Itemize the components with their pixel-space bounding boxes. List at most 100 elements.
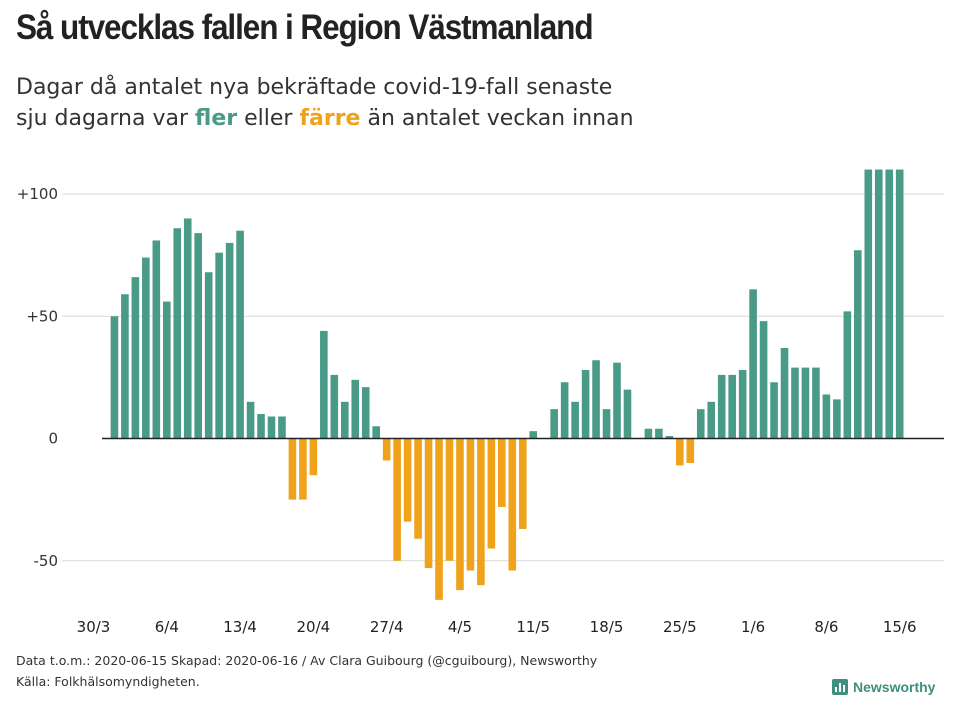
bar	[424, 438, 433, 569]
bar	[456, 438, 464, 591]
x-tick-label: 27/4	[370, 618, 404, 636]
subtitle-line-1: Dagar då antalet nya bekräftade covid-19…	[16, 75, 613, 100]
subtitle-farre: färre	[299, 106, 361, 131]
bar	[885, 169, 894, 439]
bar	[749, 289, 757, 439]
bar	[361, 387, 370, 439]
x-tick-label: 20/4	[297, 618, 331, 636]
bar	[854, 250, 862, 439]
bar	[330, 374, 339, 439]
subtitle-fler: fler	[195, 106, 238, 131]
bar	[288, 438, 297, 500]
bar	[613, 362, 621, 439]
bar	[738, 370, 747, 439]
bar	[822, 394, 831, 439]
y-tick-label: 0	[48, 430, 58, 448]
bar	[414, 438, 422, 539]
bar	[121, 294, 129, 439]
bar	[560, 382, 569, 439]
bar	[686, 438, 695, 463]
bar	[204, 272, 213, 439]
x-tick-labels: 30/3 6/4 13/4 20/4 27/4 4/5 11/5 18/5 25/5 1/6 8/6…	[77, 618, 917, 636]
bar	[215, 252, 223, 439]
bar	[225, 242, 234, 439]
bar	[487, 438, 496, 549]
bar	[550, 409, 558, 439]
bar	[644, 428, 653, 439]
bar	[278, 416, 286, 439]
bar	[759, 321, 768, 439]
bar	[707, 401, 716, 439]
bar	[393, 438, 401, 561]
y-tick-label: +50	[26, 307, 58, 325]
bar	[131, 277, 140, 439]
y-tick-label: -50	[34, 552, 59, 570]
footer-credits: Data t.o.m.: 2020-06-15 Skapad: 2020-06-…	[16, 653, 598, 668]
footer-source: Källa: Folkhälsomyndigheten.	[16, 674, 200, 689]
bar	[780, 348, 789, 439]
bar	[581, 370, 590, 439]
bar	[655, 428, 663, 439]
bar	[874, 169, 883, 439]
chart-subtitle: Dagar då antalet nya bekräftade covid-19…	[16, 72, 634, 134]
bar	[246, 401, 255, 439]
bar	[592, 360, 600, 439]
x-tick-label: 1/6	[741, 618, 765, 636]
bar	[895, 169, 904, 439]
bar	[676, 438, 684, 466]
bar	[833, 399, 841, 439]
x-tick-label: 6/4	[155, 618, 179, 636]
bar	[665, 436, 674, 439]
x-tick-label: 30/3	[77, 618, 111, 636]
bar	[812, 367, 820, 439]
bar	[340, 401, 349, 439]
bar	[194, 233, 202, 439]
bar	[162, 301, 171, 439]
x-tick-label: 15/6	[883, 618, 917, 636]
bar	[299, 438, 307, 500]
y-tick-label: +100	[17, 185, 58, 203]
bars	[110, 169, 904, 600]
bar	[623, 389, 632, 439]
bar	[183, 218, 192, 439]
bar	[529, 431, 538, 439]
bar	[717, 374, 726, 439]
bar	[320, 330, 328, 439]
y-tick-labels: +100 +50 0 -50	[17, 185, 58, 570]
bar	[267, 416, 276, 439]
bar	[152, 240, 161, 439]
chart-title: Så utvecklas fallen i Region Västmanland	[16, 8, 594, 47]
bar	[445, 438, 454, 561]
subtitle-line-2: sju dagarna var fler eller färre än anta…	[16, 103, 634, 134]
logo-text: Newsworthy	[853, 679, 936, 695]
bar	[372, 426, 380, 439]
x-tick-label: 25/5	[663, 618, 697, 636]
x-tick-label: 13/4	[223, 618, 257, 636]
bar	[403, 438, 412, 522]
newsworthy-logo: Newsworthy	[832, 679, 935, 695]
bar	[477, 438, 485, 586]
bar	[498, 438, 506, 507]
bar	[257, 414, 265, 439]
bar	[843, 311, 852, 439]
bar-chart-icon	[832, 679, 848, 695]
bar	[309, 438, 318, 476]
bar	[351, 379, 360, 439]
bar	[110, 316, 119, 439]
bar	[508, 438, 517, 571]
bar	[382, 438, 391, 461]
bar	[435, 438, 443, 600]
bar	[801, 367, 810, 439]
bar	[466, 438, 475, 571]
bar	[770, 382, 778, 439]
bar	[173, 228, 182, 439]
bar	[696, 409, 705, 439]
bar	[864, 169, 873, 439]
bar	[791, 367, 799, 439]
bar	[728, 374, 736, 439]
bar	[142, 257, 150, 439]
x-tick-label: 8/6	[814, 618, 838, 636]
bar	[571, 401, 579, 439]
bar	[518, 438, 527, 529]
